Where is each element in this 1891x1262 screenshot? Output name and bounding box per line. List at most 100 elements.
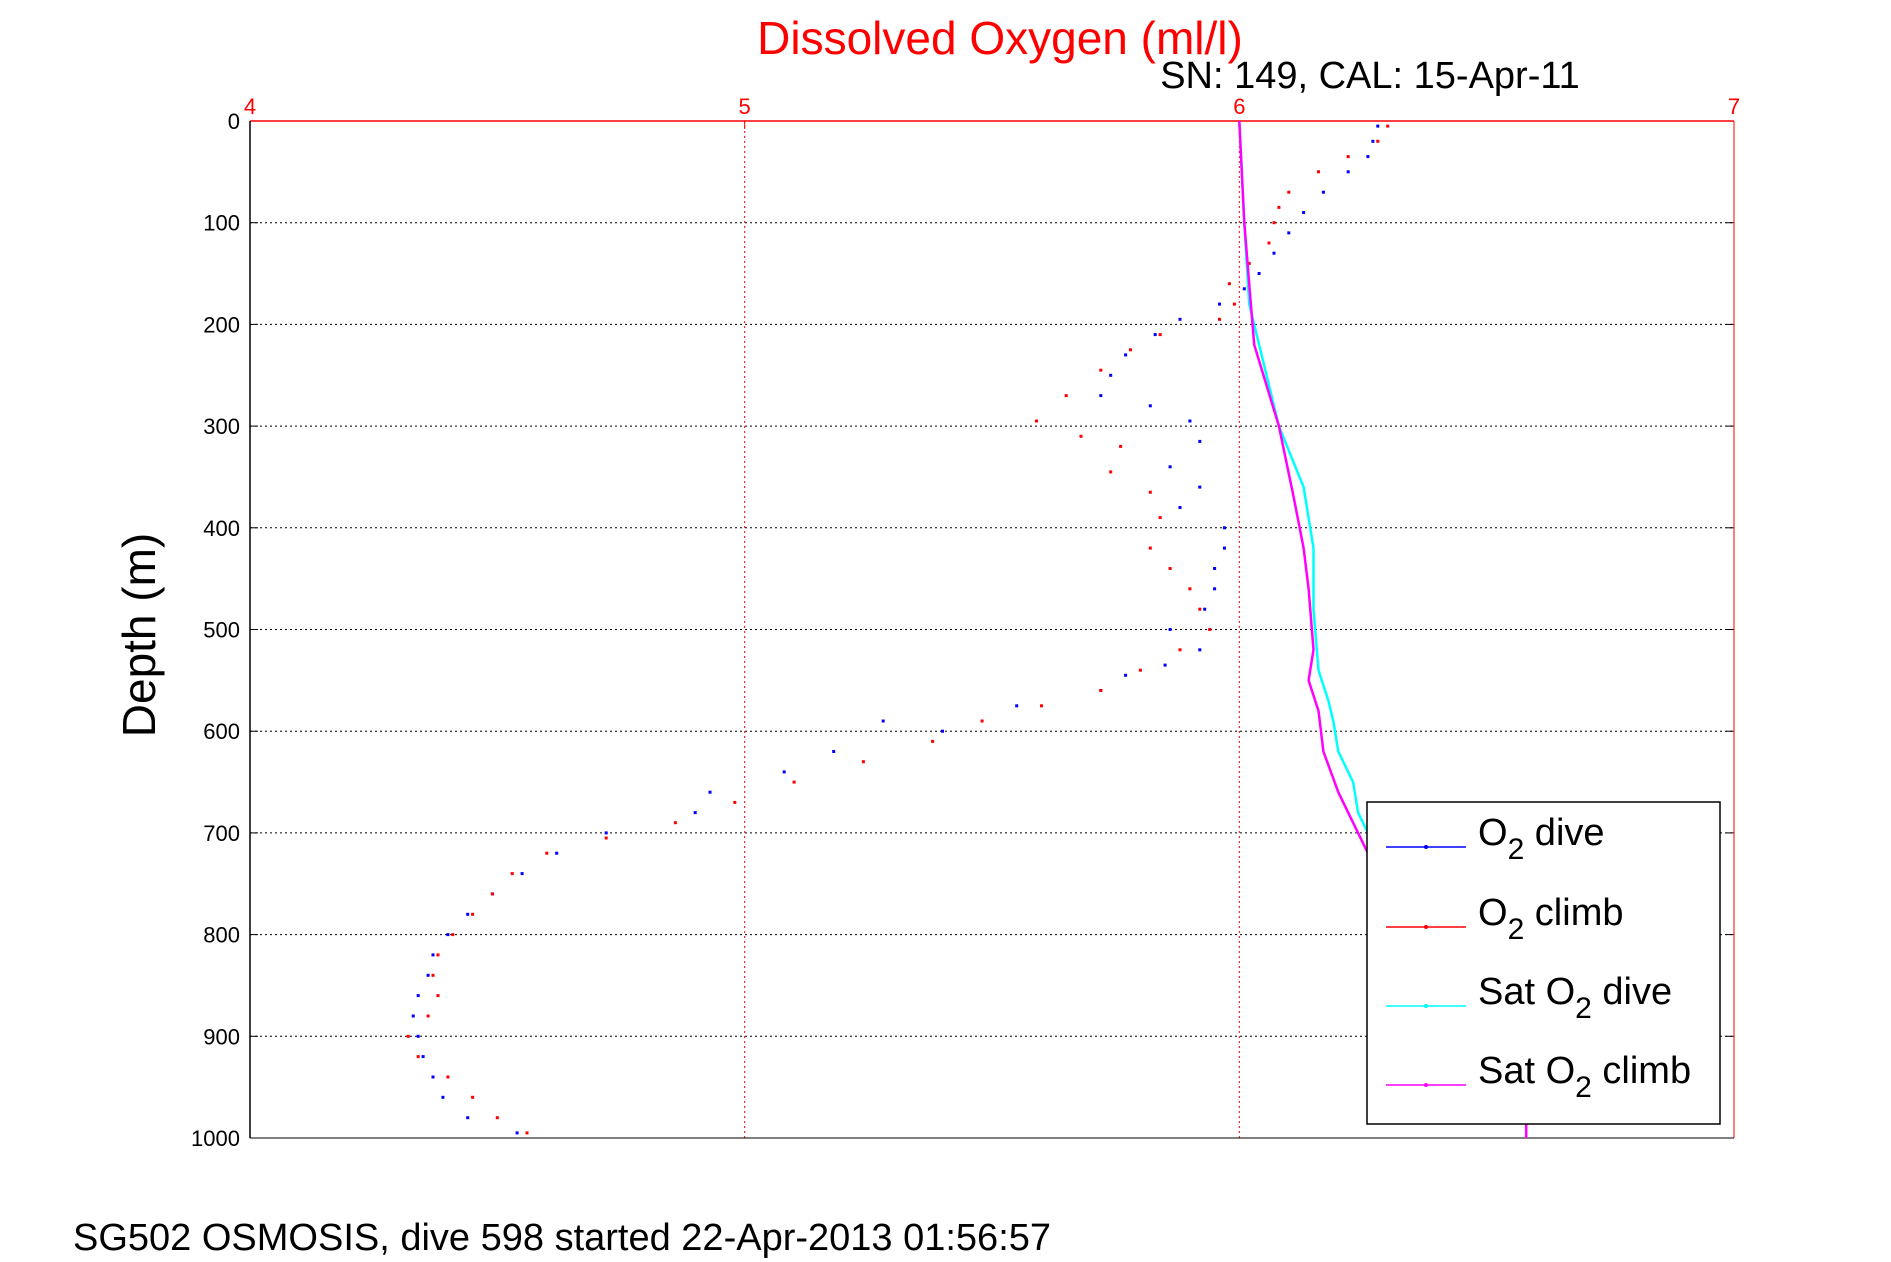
data-point	[1168, 628, 1172, 631]
x-tick-label: 7	[1728, 94, 1740, 119]
data-point	[1148, 404, 1152, 408]
data-point	[466, 1116, 470, 1120]
data-point	[1208, 628, 1212, 631]
legend-label-subscript: 2	[1575, 992, 1592, 1025]
series-3	[1238, 120, 1375, 854]
data-point	[1203, 607, 1207, 611]
legend-label-suffix: dive	[1524, 812, 1604, 854]
data-point	[436, 953, 440, 957]
series-line	[1238, 120, 1375, 854]
data-point	[1124, 673, 1128, 677]
data-point	[1267, 241, 1271, 245]
data-point	[446, 933, 450, 937]
data-point	[1223, 526, 1226, 530]
data-point	[515, 1131, 519, 1135]
legend-label-main: O	[1478, 892, 1508, 934]
data-point	[1099, 394, 1103, 398]
y-tick-label: 200	[203, 312, 240, 337]
data-point	[1277, 205, 1281, 209]
data-point	[490, 892, 494, 896]
data-point	[1015, 704, 1019, 708]
data-point	[1321, 190, 1325, 194]
data-point	[881, 719, 885, 723]
data-point	[1213, 587, 1217, 591]
legend-label-main: Sat O	[1478, 1050, 1575, 1092]
y-axis-label: Depth (m)	[113, 533, 165, 737]
y-tick-label: 900	[203, 1024, 240, 1049]
data-point	[1153, 333, 1157, 337]
data-point	[1178, 506, 1182, 509]
y-tick-labels: 0 100 200 300 400 500 600 700 800 900 1000	[191, 109, 240, 1151]
legend-item: O2 dive	[1386, 812, 1605, 866]
data-point	[1371, 139, 1375, 143]
data-point	[1168, 465, 1172, 469]
y-tick-label: 500	[203, 618, 240, 643]
y-tick-label: 1000	[191, 1126, 240, 1151]
data-point	[1257, 272, 1261, 275]
y-tick-label: 800	[203, 923, 240, 948]
chart-title: Dissolved Oxygen (ml/l)	[757, 12, 1243, 64]
data-point	[466, 912, 470, 916]
legend-label-suffix: climb	[1592, 1050, 1691, 1092]
y-tick-label: 700	[203, 821, 240, 846]
data-point	[1198, 485, 1202, 489]
data-point	[520, 872, 524, 876]
data-point	[693, 811, 697, 815]
data-point	[1376, 124, 1380, 128]
data-point	[1064, 394, 1068, 398]
data-point	[1099, 368, 1103, 372]
data-point	[525, 1131, 529, 1135]
data-point	[1040, 704, 1043, 708]
data-point	[1129, 348, 1132, 352]
y-tick-label: 400	[203, 516, 240, 541]
data-point	[1198, 607, 1202, 611]
data-point	[1109, 373, 1113, 377]
data-point	[510, 872, 514, 876]
data-point	[1188, 587, 1192, 591]
legend-label-suffix: climb	[1524, 892, 1623, 934]
data-point	[1178, 317, 1182, 321]
legend-items: O2 dive O2 climb Sat O2 dive Sat O2 climb	[1386, 812, 1691, 1104]
data-point	[1158, 333, 1162, 337]
legend-box	[1366, 801, 1721, 1125]
data-point	[1124, 353, 1128, 357]
data-point	[436, 994, 440, 998]
data-point	[708, 790, 712, 794]
data-point	[431, 953, 435, 957]
data-point	[1272, 221, 1276, 225]
y-tick-label: 600	[203, 719, 240, 744]
legend-label: O2 dive	[1478, 812, 1605, 866]
data-point	[421, 1055, 425, 1059]
data-point	[1386, 124, 1390, 128]
data-point	[451, 933, 455, 937]
legend-marker	[1424, 845, 1428, 849]
chart-subtitle: SN: 149, CAL: 15-Apr-11	[1160, 55, 1580, 97]
data-point	[1163, 663, 1167, 667]
data-point	[1188, 419, 1192, 423]
data-point	[441, 1095, 445, 1099]
data-point	[1168, 567, 1172, 570]
data-point	[604, 836, 608, 840]
data-point	[1317, 170, 1320, 174]
x-tick-label: 4	[244, 94, 256, 119]
data-point	[426, 973, 430, 977]
data-point	[416, 1034, 420, 1038]
data-point	[1138, 668, 1142, 672]
data-point	[1272, 251, 1276, 255]
legend-marker	[1424, 925, 1428, 929]
data-point	[1302, 211, 1306, 214]
data-point	[1198, 439, 1202, 443]
legend-marker	[1424, 1004, 1428, 1008]
data-point	[406, 1034, 410, 1038]
data-point	[471, 912, 475, 916]
legend-label: Sat O2 dive	[1478, 971, 1672, 1025]
data-point	[1213, 567, 1217, 570]
data-point	[1148, 490, 1152, 494]
data-point	[1099, 689, 1103, 692]
data-point	[431, 1075, 435, 1079]
data-point	[416, 1055, 420, 1059]
data-point	[495, 1116, 499, 1120]
legend-marker	[1424, 1083, 1428, 1087]
legend-label: O2 climb	[1478, 892, 1623, 946]
x-tick-labels: 4 5 6 7	[244, 94, 1740, 119]
